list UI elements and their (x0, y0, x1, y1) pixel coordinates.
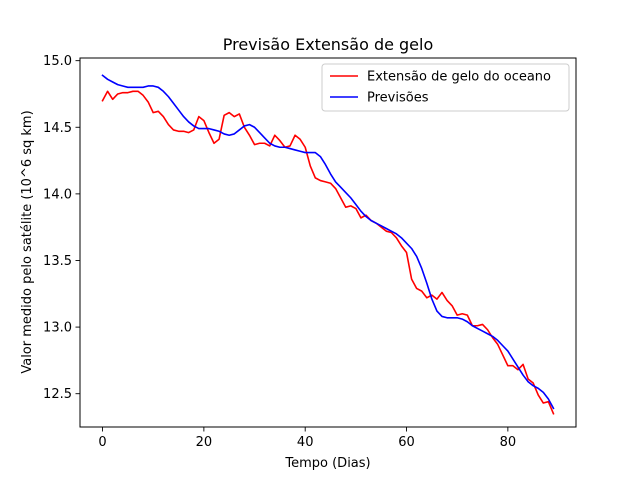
chart-title: Previsão Extensão de gelo (223, 35, 434, 54)
plot-area: 0 20 40 60 80 12.5 13.0 13.5 14.0 14.5 15.0 (43, 54, 577, 450)
y-tick-label: 13.0 (43, 321, 72, 336)
x-axis-label: Tempo (Dias) (284, 456, 370, 471)
legend-label-0: Extensão de gelo do oceano (367, 70, 551, 85)
y-tick-label: 14.0 (43, 187, 72, 202)
y-tick-label: 12.5 (43, 387, 72, 402)
x-tick-label: 80 (500, 435, 517, 450)
x-tick-label: 40 (297, 435, 314, 450)
legend: Extensão de gelo do oceano Previsões (321, 63, 570, 112)
x-tick-label: 60 (398, 435, 415, 450)
axes-frame (79, 57, 577, 428)
legend-box (321, 63, 570, 112)
y-tick-label: 15.0 (43, 54, 72, 69)
y-tick-label: 13.5 (43, 254, 72, 269)
series-layer (101, 74, 555, 415)
axes-layer: 0 20 40 60 80 12.5 13.0 13.5 14.0 14.5 15.0 (43, 54, 577, 450)
y-tick-label: 14.5 (43, 121, 72, 136)
x-tick-label: 20 (196, 435, 213, 450)
x-tick-label: 0 (98, 435, 106, 450)
legend-label-1: Previsões (367, 91, 429, 106)
series-line-0 (101, 90, 555, 415)
y-axis-label: Valor medido pelo satélite (10^6 sq km) (20, 110, 35, 373)
series-line-1 (101, 74, 555, 410)
